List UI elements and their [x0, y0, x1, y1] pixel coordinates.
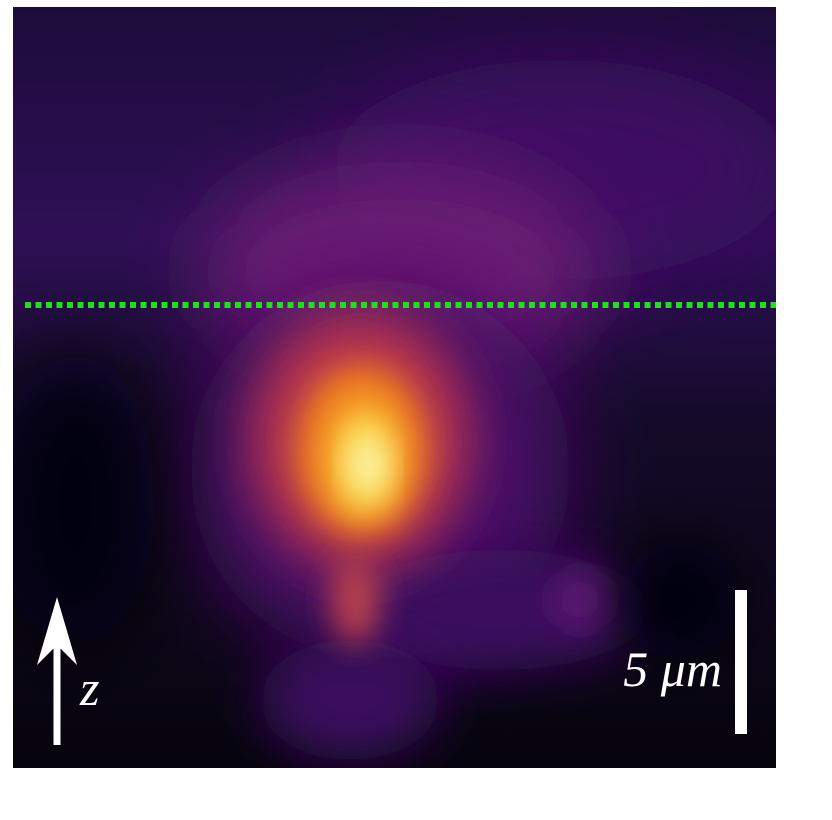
- intensity-image: [13, 7, 776, 768]
- scale-bar: [735, 590, 747, 734]
- axis-label: z: [79, 660, 99, 716]
- scale-bar-label: 5 μm: [623, 641, 722, 697]
- z-arrow: [37, 597, 77, 745]
